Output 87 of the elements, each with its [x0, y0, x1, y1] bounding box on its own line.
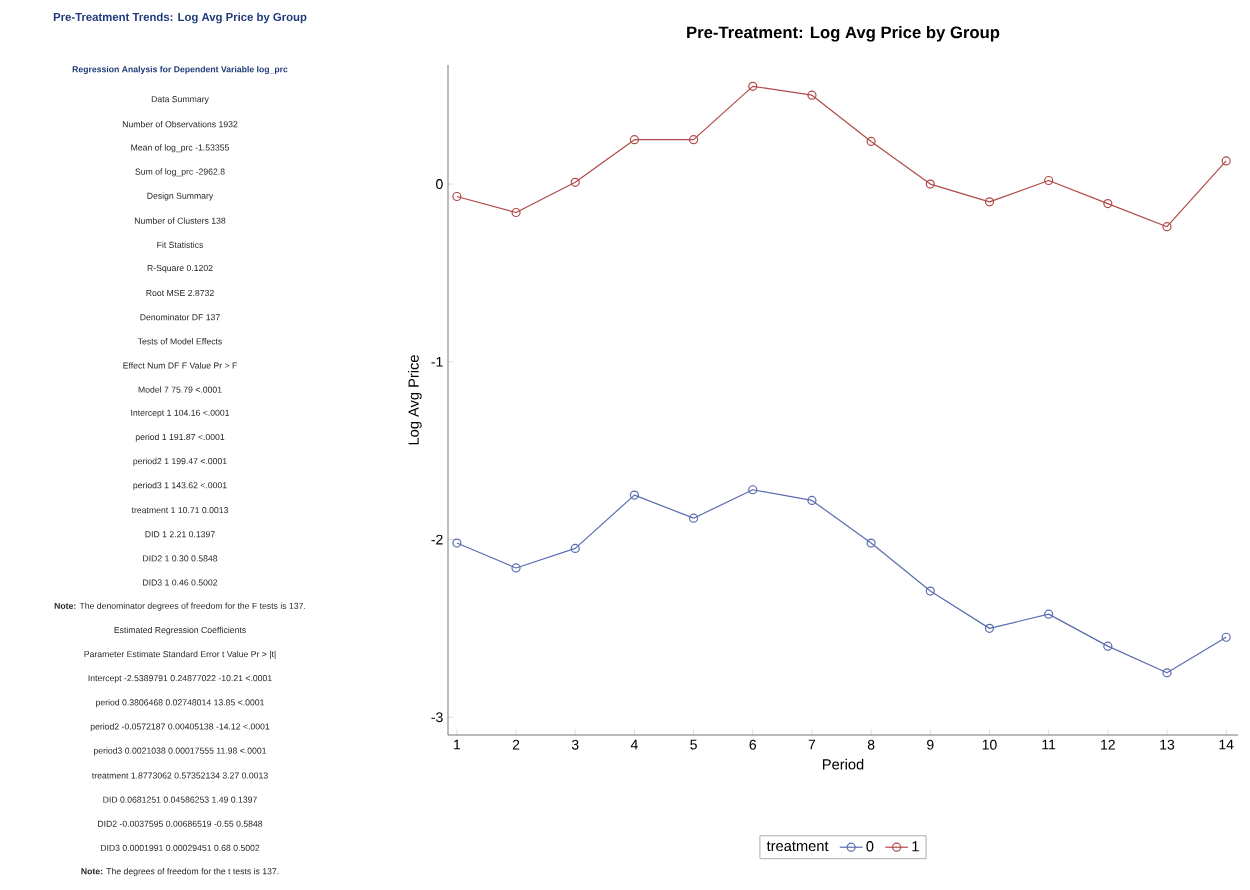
point [511, 563, 521, 573]
text: Effect Num DF F Value Pr > F [123, 362, 237, 369]
text: Number of Clusters 138 [134, 217, 226, 224]
text: period 1 191.87 <.0001 [135, 433, 225, 442]
text: Parameter Estimate Standard Error t Value Pr > |t| [84, 650, 276, 659]
text: Mean of log_prc -1.53355 [131, 144, 229, 153]
point [1162, 668, 1172, 678]
y-tick-label: 0 [436, 179, 443, 190]
y-tick-label: -2 [431, 534, 443, 545]
text: Tests of Model Effects [137, 338, 222, 345]
x-axis-title: Period [823, 758, 864, 770]
point [688, 135, 699, 145]
point [688, 513, 699, 523]
text: DID2 1 0.30 0.5848 [143, 555, 218, 562]
y-axis-title: Log Avg Price [408, 355, 422, 445]
text: period 0.3806468 0.02748014 13.85 <.0001 [96, 699, 264, 708]
x-tick-label: 8 [867, 739, 875, 750]
text: R-Square 0.1202 [147, 264, 213, 273]
text: Regression Analysis for Dependent Variable log_prc [72, 65, 288, 75]
point [452, 191, 462, 202]
text: Fit Statistics [157, 241, 204, 248]
x-tick-label: 1 [454, 739, 461, 750]
text: Denominator DF 137 [140, 313, 220, 321]
point [570, 177, 580, 187]
point [570, 543, 580, 553]
x-tick-label: 9 [927, 739, 934, 750]
point [807, 90, 817, 100]
text: period2 1 199.47 <.0001 [133, 457, 227, 466]
text: Note: The denominator degrees of freedom for the F tests is 137. [54, 602, 306, 611]
x-tick-label: 5 [690, 739, 697, 750]
text: DID 0.0681251 0.04586253 1.49 0.1397 [103, 796, 257, 803]
point [1044, 175, 1054, 186]
point [629, 135, 640, 145]
point [925, 586, 935, 596]
point [866, 538, 876, 548]
point [748, 81, 758, 91]
text: treatment 1 10.71 0.0013 [131, 507, 229, 514]
point [452, 538, 462, 548]
point [1044, 609, 1054, 619]
text: Estimated Regression Coefficients [114, 626, 246, 635]
text: Model 7 75.79 <.0001 [138, 386, 222, 393]
text: Number of Observations 1932 [122, 120, 238, 128]
legend-title: treatment [766, 841, 829, 852]
point [925, 179, 935, 189]
point [807, 495, 817, 506]
text: Root MSE 2.8732 [146, 289, 214, 297]
x-tick-label: 3 [571, 739, 579, 750]
x-tick-label: 13 [1160, 739, 1175, 750]
x-tick-label: 10 [982, 739, 997, 750]
point [629, 490, 640, 500]
point [1221, 156, 1231, 166]
x-tick-label: 7 [808, 739, 816, 750]
point [511, 207, 521, 218]
y-tick-label: -3 [431, 712, 443, 723]
y-tick-label: -1 [431, 356, 443, 367]
x-tick-label: 12 [1101, 739, 1115, 750]
point [1221, 632, 1231, 642]
point [748, 485, 758, 495]
text: Design Summary [147, 192, 214, 201]
point [984, 197, 995, 207]
point [866, 136, 876, 147]
point [984, 623, 995, 633]
text: Data Summary [151, 96, 209, 104]
text: Intercept -2.5389791 0.24877022 -10.21 <.0001 [88, 675, 272, 683]
text: DID2 -0.0037595 0.00686519 -0.55 0.5848 [98, 820, 263, 827]
text: Note: The degrees of freedom for the t tests is 137. [81, 867, 279, 877]
text: period3 0.0021038 0.00017555 11.98 <.0001 [94, 747, 267, 756]
text: Sum of log_prc -2962.8 [135, 168, 225, 177]
text: Pre-Treatment Trends: Log Avg Price by Group [53, 12, 307, 24]
x-tick-label: 11 [1042, 739, 1056, 750]
point [1103, 199, 1113, 209]
x-tick-label: 6 [749, 739, 757, 750]
text: period2 -0.0572187 0.00405138 -14.12 <.0001 [90, 723, 270, 732]
legend-label: 1 [912, 841, 919, 852]
text: treatment 1.8773062 0.57352134 3.27 0.0013 [91, 772, 268, 779]
text: DID3 0.0001991 0.00029451 0.68 0.5002 [100, 844, 260, 851]
x-tick-label: 4 [630, 739, 638, 750]
text: DID 1 2.21 0.1397 [145, 531, 215, 538]
text: Intercept 1 104.16 <.0001 [131, 409, 230, 418]
point [1103, 641, 1113, 651]
point [1162, 222, 1172, 232]
text: period3 1 143.62 <.0001 [133, 481, 227, 491]
legend-label: 0 [866, 841, 874, 852]
x-tick-label: 2 [512, 739, 520, 750]
text: DID3 1 0.46 0.5002 [143, 579, 218, 586]
chart-title: Pre-Treatment: Log Avg Price by Group [687, 26, 1000, 42]
x-tick-label: 14 [1219, 739, 1234, 750]
